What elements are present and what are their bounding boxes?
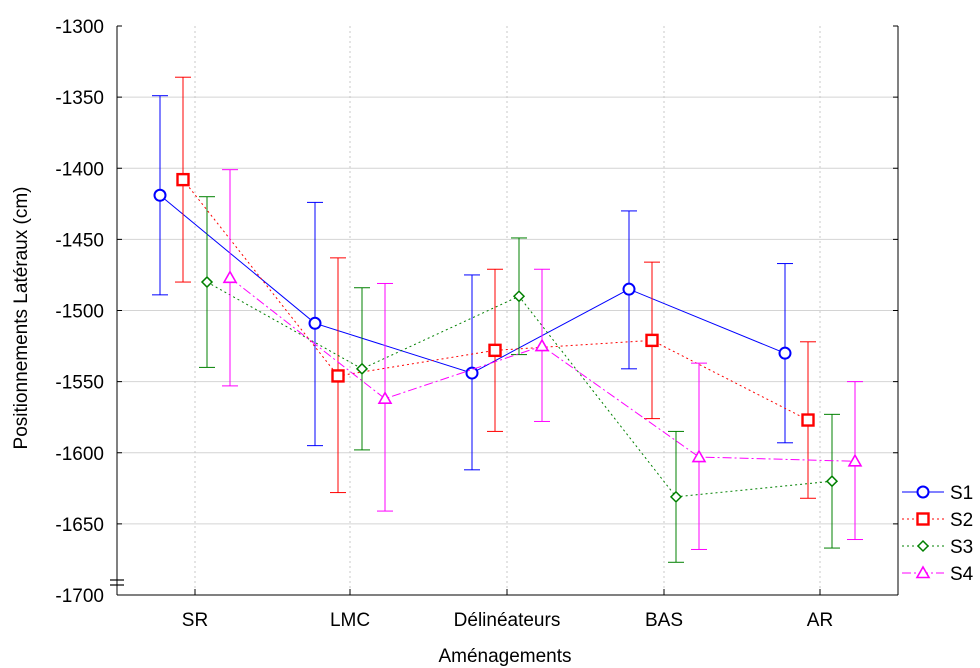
x-tick-label: AR bbox=[807, 610, 833, 631]
grid bbox=[117, 26, 898, 595]
legend-marker bbox=[915, 565, 931, 579]
data-point bbox=[669, 490, 683, 503]
y-tick-label: -1700 bbox=[55, 586, 104, 607]
legend-item-s4: S4 bbox=[902, 564, 974, 585]
x-axis-title: Aménagements bbox=[438, 646, 571, 667]
legend-label: S3 bbox=[950, 537, 973, 558]
data-point bbox=[377, 391, 393, 404]
series-group bbox=[152, 76, 863, 563]
x-tick-label: LMC bbox=[330, 610, 370, 631]
y-tick-label: -1450 bbox=[55, 230, 104, 251]
x-axis: SR LMC Délinéateurs BAS AR bbox=[182, 589, 833, 631]
y-tick-label: -1550 bbox=[55, 373, 104, 394]
y-axis: -1300 -1350 -1400 -1450 -1500 -1550 -1600 -1650… bbox=[55, 17, 898, 607]
y-tick-label: -1400 bbox=[55, 159, 104, 180]
legend-marker bbox=[916, 485, 930, 499]
data-point bbox=[355, 362, 369, 375]
data-point bbox=[825, 475, 839, 488]
legend-label: S1 bbox=[950, 483, 973, 504]
data-point bbox=[534, 338, 550, 352]
legend-marker bbox=[916, 539, 930, 553]
data-point bbox=[176, 172, 190, 187]
y-axis-title: Positionnements Latéraux (cm) bbox=[11, 187, 32, 450]
y-tick-label: -1500 bbox=[55, 302, 104, 323]
data-point bbox=[308, 316, 322, 330]
data-point bbox=[801, 413, 815, 427]
y-tick-label: -1650 bbox=[55, 515, 104, 536]
x-tick-label: SR bbox=[182, 610, 208, 631]
series-s1 bbox=[152, 95, 793, 471]
series-s2 bbox=[175, 76, 816, 499]
y-tick-label: -1300 bbox=[55, 17, 104, 38]
legend-item-s1: S1 bbox=[902, 483, 973, 504]
x-tick-label: Délinéateurs bbox=[454, 610, 561, 631]
data-point bbox=[465, 366, 479, 380]
data-point bbox=[331, 369, 345, 383]
legend-label: S2 bbox=[950, 510, 973, 531]
legend-marker bbox=[916, 512, 930, 526]
series-s4 bbox=[222, 169, 863, 550]
legend: S1 S2 S3 S4 bbox=[902, 483, 974, 585]
data-point bbox=[488, 343, 502, 358]
legend-item-s3: S3 bbox=[902, 537, 973, 558]
data-point bbox=[200, 275, 214, 289]
y-tick-label: -1600 bbox=[55, 444, 104, 465]
data-point bbox=[222, 270, 238, 284]
y-tick-label: -1350 bbox=[55, 88, 104, 109]
legend-label: S4 bbox=[950, 564, 974, 585]
data-point bbox=[847, 453, 863, 467]
x-tick-label: BAS bbox=[645, 610, 683, 631]
series-s3 bbox=[199, 196, 840, 563]
data-point bbox=[512, 290, 526, 303]
data-point bbox=[153, 188, 167, 202]
data-point bbox=[645, 333, 659, 348]
legend-item-s2: S2 bbox=[902, 510, 973, 531]
data-point bbox=[691, 449, 707, 463]
data-point bbox=[778, 346, 792, 360]
series-line bbox=[182, 179, 809, 421]
data-point bbox=[622, 282, 636, 296]
